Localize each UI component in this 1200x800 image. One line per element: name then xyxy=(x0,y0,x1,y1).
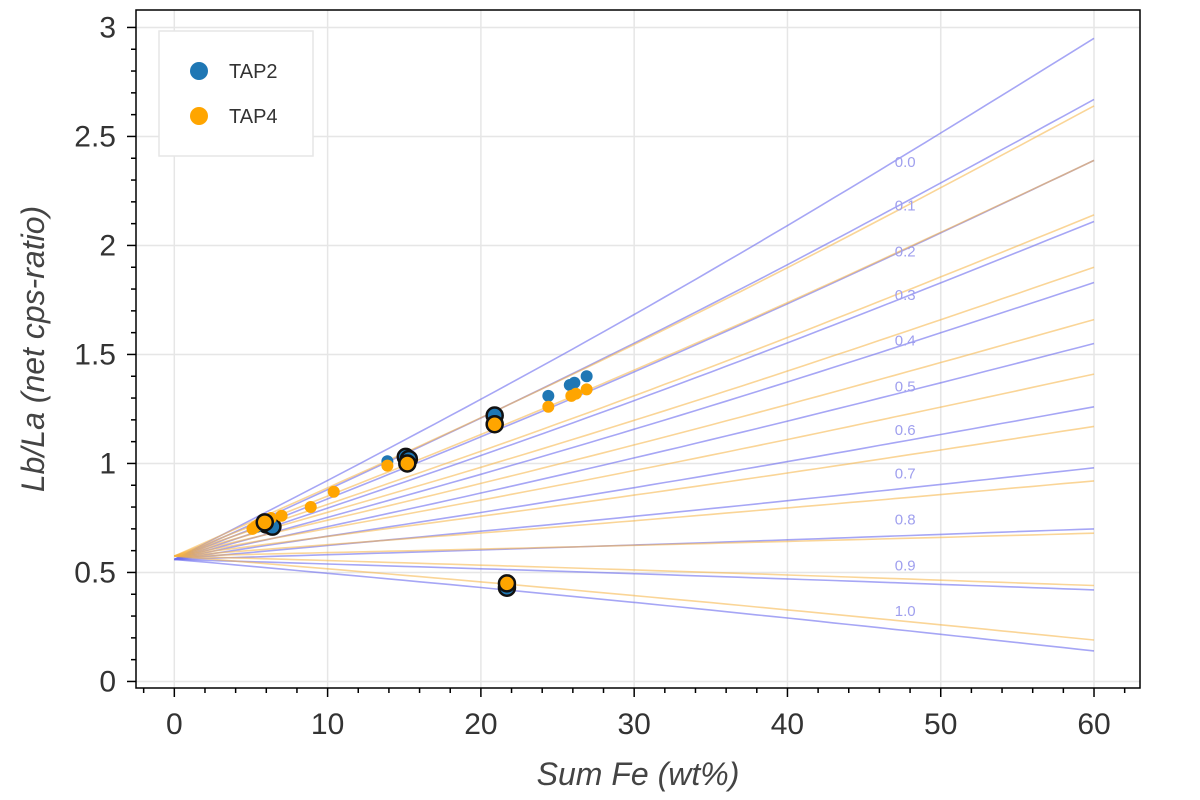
tap2-curve-0.5 xyxy=(174,342,1095,561)
tap4-point xyxy=(542,400,555,413)
y-axis-title: Lb/La (net cps-ratio) xyxy=(15,206,51,492)
x-tick-label: 0 xyxy=(166,708,183,741)
x-tick-label: 50 xyxy=(924,708,957,741)
curve-label: 0.8 xyxy=(895,511,916,528)
tap4-point xyxy=(381,459,394,472)
curve-labels: 0.0 0.1 0.2 0.3 0.4 0.5 0.6 0.7 0.8 0.9 1.0 xyxy=(895,154,916,620)
y-tick-label: 3 xyxy=(99,11,116,44)
tap4-point xyxy=(255,513,275,532)
x-tick-label: 60 xyxy=(1077,708,1110,741)
curve-label: 0.2 xyxy=(895,243,916,260)
tap2-point xyxy=(542,389,555,402)
y-tick-label: 0 xyxy=(99,665,116,698)
tap4-curve-0.9 xyxy=(174,555,1095,587)
curve-label: 0.6 xyxy=(895,422,916,439)
tap4-point xyxy=(569,387,582,400)
tap2-curve-1.0 xyxy=(174,558,1095,652)
axis-ticks xyxy=(127,26,1126,697)
tap4-point xyxy=(304,501,317,514)
data-points xyxy=(246,370,593,597)
curve-label: 0.7 xyxy=(895,466,916,483)
tap2-curve-0.4 xyxy=(174,281,1095,561)
x-tick-label: 10 xyxy=(311,708,344,741)
tap2-point xyxy=(580,370,593,383)
tap4-curve-0.5 xyxy=(174,373,1095,557)
tap4-curve-0.2 xyxy=(174,214,1095,557)
y-tick-label: 2 xyxy=(99,229,116,262)
legend-label-tap4: TAP4 xyxy=(229,106,278,128)
tap4-curve-0.1 xyxy=(174,159,1095,557)
y-tick-label: 1 xyxy=(99,447,116,480)
legend-marker-tap4 xyxy=(190,107,208,125)
plot-frame xyxy=(135,9,1141,689)
tap4-point xyxy=(275,509,288,522)
y-tick-label: 0.5 xyxy=(74,556,116,589)
curve-label: 1.0 xyxy=(895,603,916,620)
legend-label-tap2: TAP2 xyxy=(229,61,278,83)
legend-marker-tap2 xyxy=(190,62,208,80)
curve-label: 0.4 xyxy=(895,333,916,350)
grid xyxy=(136,10,1140,688)
tap2-point xyxy=(568,376,581,389)
curve-label: 0.5 xyxy=(895,379,916,396)
x-tick-label: 20 xyxy=(464,708,497,741)
tap2-curve-0.1 xyxy=(173,98,1095,561)
tap4-point xyxy=(497,574,517,593)
curve-label: 0.3 xyxy=(895,287,916,304)
tap4-point xyxy=(580,383,593,396)
tap4-point xyxy=(485,414,504,434)
tap4-curve-0.0 xyxy=(173,105,1095,557)
tap4-point xyxy=(398,454,417,473)
y-tick-label: 1.5 xyxy=(74,338,116,371)
tap4-curve-0.4 xyxy=(174,318,1095,557)
x-tick-label: 30 xyxy=(617,708,650,741)
tap2-curve-0.0 xyxy=(173,37,1095,561)
curve-label: 0.1 xyxy=(895,198,916,215)
y-tick-label: 2.5 xyxy=(74,120,116,153)
curve-label: 0.0 xyxy=(895,154,916,171)
x-tick-label: 40 xyxy=(771,708,804,741)
legend-box xyxy=(158,30,314,157)
x-axis-title: Sum Fe (wt%) xyxy=(537,756,740,792)
tap4-curve-1.0 xyxy=(174,555,1095,641)
tap2-curve-0.9 xyxy=(174,558,1095,591)
curve-label: 0.9 xyxy=(895,557,916,574)
tap4-curve-0.6 xyxy=(174,425,1095,557)
tap2-curve-0.3 xyxy=(174,220,1095,561)
tap4-curve-0.8 xyxy=(174,532,1095,557)
tap4-point xyxy=(327,485,340,498)
tap4-curve-0.7 xyxy=(174,480,1095,557)
curve-family xyxy=(173,37,1095,652)
tick-labels: 0 10 20 30 40 50 60 0 0.5 1 1.5 2 2.5 3 xyxy=(74,11,1110,741)
tap4-curve-0.3 xyxy=(174,266,1095,557)
legend: TAP2 TAP4 xyxy=(158,30,314,157)
